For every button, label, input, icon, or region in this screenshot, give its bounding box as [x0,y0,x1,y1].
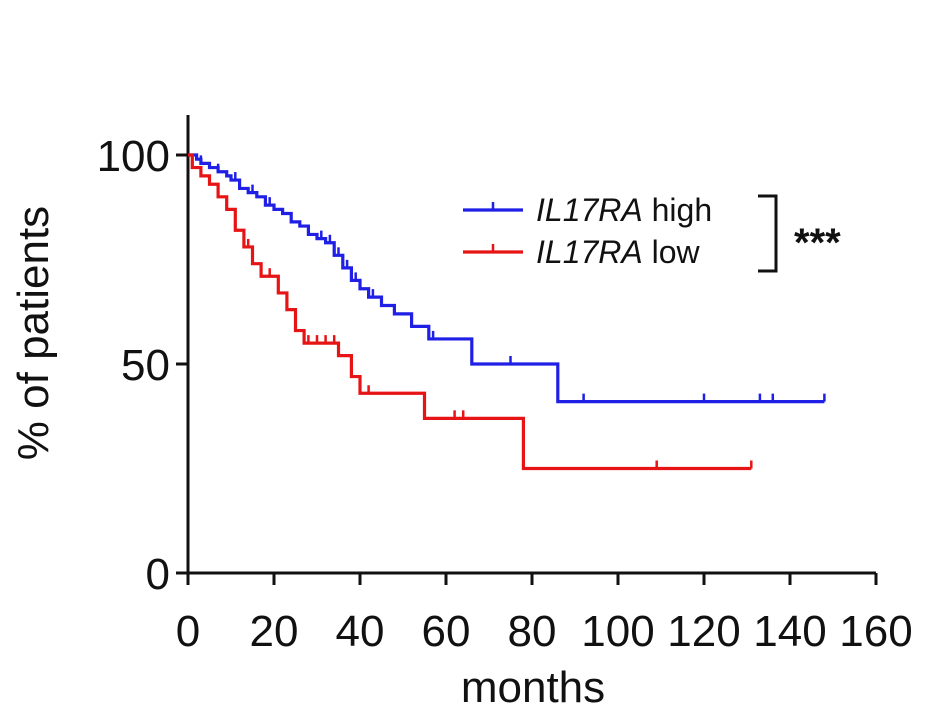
significance-bracket [758,194,778,273]
survival-series-low [188,153,753,471]
axes: 0 20 40 60 80 100 120 140 160 0 50 100 [97,115,913,656]
legend-group-name: low [643,234,701,270]
x-axis-title: months [461,663,605,712]
x-tick-label: 80 [508,607,557,656]
x-tick-label: 20 [250,607,299,656]
legend-group-name: high [643,192,712,228]
y-tick-label: 100 [97,132,170,181]
legend-gene-name: IL17RA [536,234,643,270]
legend-label: IL17RA low [536,234,701,270]
significance-label: *** [794,221,841,265]
survival-curve [188,153,825,404]
survival-series-high [188,153,826,404]
series-layer [188,153,826,471]
y-axis-title: % of patients [9,206,58,460]
y-tick-label: 50 [121,341,170,390]
y-tick-label: 0 [146,550,170,599]
legend-gene-name: IL17RA [536,192,643,228]
legend-label: IL17RA high [536,192,712,228]
x-tick-label: 140 [753,607,826,656]
x-tick-label: 0 [176,607,200,656]
x-tick-label: 100 [581,607,654,656]
x-tick-label: 60 [422,607,471,656]
x-tick-label: 120 [667,607,740,656]
x-tick-label: 40 [336,607,385,656]
x-tick-label: 160 [839,607,912,656]
